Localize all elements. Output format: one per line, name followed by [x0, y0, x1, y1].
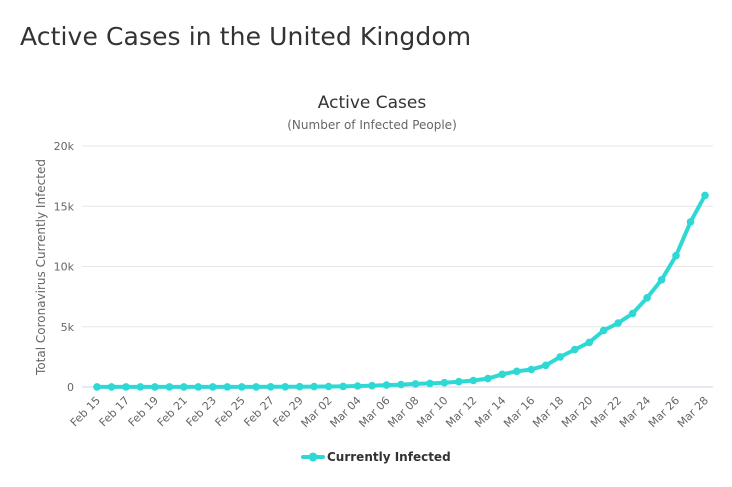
y-tick-label: 0: [67, 381, 74, 394]
y-axis-ticks: 0 5k 10k 15k 20k: [54, 140, 75, 394]
data-point[interactable]: [542, 361, 550, 370]
data-point[interactable]: [223, 383, 232, 391]
data-point[interactable]: [194, 383, 203, 391]
x-tick-label: Mar 24: [617, 394, 653, 430]
data-point[interactable]: [281, 383, 290, 391]
legend[interactable]: Currently Infected: [301, 450, 451, 464]
x-tick-label: Mar 28: [675, 394, 711, 430]
data-point[interactable]: [628, 309, 637, 318]
x-tick-label: Feb 25: [213, 394, 248, 429]
x-tick-label: Feb 15: [68, 394, 103, 429]
x-tick-label: Mar 04: [327, 394, 363, 430]
y-tick-label: 15k: [54, 200, 75, 213]
x-tick-label: Mar 06: [356, 394, 392, 430]
data-point[interactable]: [513, 367, 521, 376]
data-point[interactable]: [643, 294, 651, 302]
y-tick-label: 5k: [61, 321, 75, 334]
x-tick-label: Mar 12: [443, 394, 479, 430]
data-point[interactable]: [238, 383, 246, 391]
x-tick-label: Mar 08: [385, 394, 421, 430]
x-tick-label: Mar 26: [646, 394, 682, 430]
y-tick-label: 10k: [54, 261, 75, 274]
data-point[interactable]: [556, 353, 564, 361]
chart-subtitle: (Number of Infected People): [287, 118, 457, 132]
x-tick-label: Mar 16: [501, 394, 537, 430]
data-point[interactable]: [411, 380, 420, 388]
data-point[interactable]: [484, 374, 492, 383]
data-point[interactable]: [585, 338, 593, 347]
data-point[interactable]: [353, 382, 362, 390]
data-point[interactable]: [310, 382, 318, 391]
data-point[interactable]: [672, 251, 680, 260]
x-tick-label: Feb 19: [126, 394, 161, 429]
data-point[interactable]: [209, 383, 217, 391]
x-tick-label: Feb 17: [97, 394, 132, 429]
y-tick-label: 20k: [54, 140, 75, 153]
x-tick-label: Mar 20: [559, 394, 595, 430]
x-tick-label: Mar 22: [588, 394, 624, 430]
data-point[interactable]: [266, 383, 275, 391]
data-point[interactable]: [368, 381, 376, 390]
data-point[interactable]: [93, 383, 101, 391]
x-tick-label: Feb 23: [184, 394, 219, 429]
data-point[interactable]: [180, 383, 188, 391]
data-point[interactable]: [397, 380, 405, 389]
x-tick-label: Mar 10: [414, 394, 450, 430]
data-point[interactable]: [701, 191, 709, 200]
data-point[interactable]: [498, 370, 507, 379]
data-point[interactable]: [469, 376, 478, 385]
series-currently-infected: [93, 191, 709, 391]
data-point[interactable]: [165, 383, 174, 391]
data-point[interactable]: [252, 383, 260, 391]
data-point[interactable]: [686, 218, 695, 226]
y-axis-title: Total Coronavirus Currently Infected: [34, 159, 48, 376]
x-tick-label: Mar 14: [472, 394, 508, 430]
data-point[interactable]: [527, 365, 536, 374]
data-point[interactable]: [426, 379, 434, 388]
legend-marker: [308, 452, 318, 462]
data-point[interactable]: [570, 345, 579, 354]
data-point[interactable]: [295, 382, 304, 391]
data-point[interactable]: [151, 383, 159, 391]
gridlines: [82, 145, 713, 388]
page-heading: Active Cases in the United Kingdom: [20, 22, 472, 51]
data-point[interactable]: [122, 383, 130, 391]
data-point[interactable]: [382, 381, 391, 389]
chart-title: Active Cases: [318, 93, 427, 113]
x-tick-label: Mar 18: [530, 394, 566, 430]
series-line: [95, 193, 707, 389]
data-point[interactable]: [657, 276, 666, 284]
data-point[interactable]: [324, 382, 333, 391]
data-point[interactable]: [614, 319, 622, 327]
x-tick-label: Feb 21: [155, 394, 190, 429]
data-point[interactable]: [107, 383, 116, 391]
data-point[interactable]: [599, 326, 608, 335]
data-point[interactable]: [440, 378, 449, 387]
legend-label: Currently Infected: [327, 450, 451, 464]
x-tick-label: Mar 02: [299, 394, 335, 430]
data-point[interactable]: [136, 383, 145, 391]
data-point[interactable]: [339, 382, 347, 391]
x-tick-label: Feb 27: [241, 394, 276, 429]
data-point[interactable]: [455, 377, 463, 386]
